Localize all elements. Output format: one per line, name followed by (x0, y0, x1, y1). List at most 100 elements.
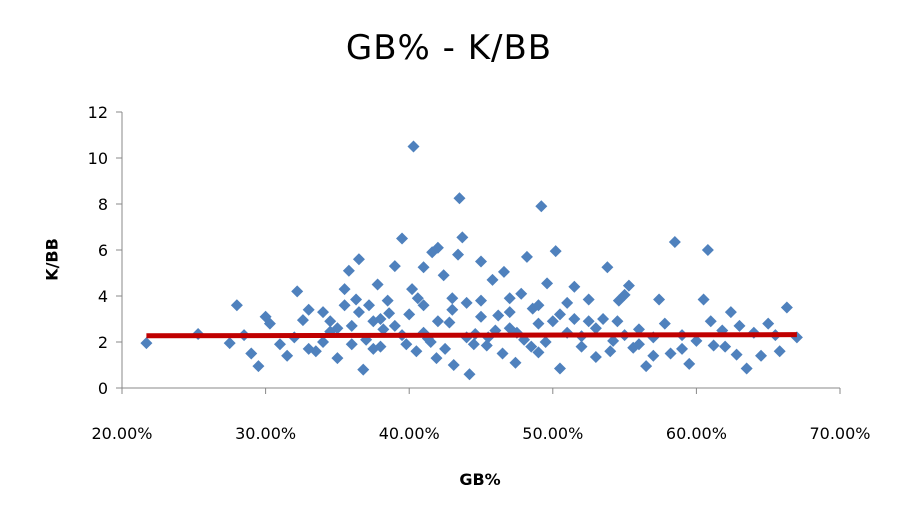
data-point (447, 359, 460, 371)
y-axis-title: K/BB (42, 238, 62, 281)
data-point (431, 241, 444, 254)
data-point (475, 255, 487, 268)
data-point (553, 308, 566, 321)
trendline (146, 332, 797, 339)
data-point (439, 342, 452, 355)
data-point (338, 283, 351, 296)
x-tick-label: 40.00% (379, 424, 440, 443)
data-point (520, 250, 533, 263)
data-point (302, 303, 315, 316)
data-point (568, 313, 581, 325)
y-tick-label: 0 (98, 379, 108, 398)
data-point (733, 319, 746, 332)
data-point (296, 314, 309, 327)
data-point (350, 293, 363, 306)
data-point (424, 336, 437, 348)
data-point (535, 200, 548, 213)
data-point (676, 342, 689, 355)
data-point (496, 347, 509, 360)
data-point (417, 299, 430, 312)
data-point (446, 292, 459, 305)
data-point (291, 285, 304, 298)
data-point (317, 306, 330, 319)
data-point (553, 362, 566, 375)
y-tick-label: 4 (98, 287, 108, 306)
data-point (362, 299, 375, 312)
data-point (653, 293, 666, 306)
y-tick-label: 12 (88, 103, 108, 122)
data-point (546, 315, 559, 328)
data-point (697, 293, 710, 306)
data-point (604, 345, 617, 358)
data-point (755, 349, 768, 362)
data-point (443, 316, 456, 329)
data-point (607, 334, 620, 347)
data-point (403, 308, 416, 321)
data-point (668, 235, 681, 248)
y-tick-label: 8 (98, 195, 108, 214)
y-tick-label: 2 (98, 333, 108, 352)
data-point (503, 306, 516, 319)
data-point (331, 322, 344, 335)
data-point (263, 317, 276, 330)
data-point (532, 299, 545, 312)
x-tick-label: 60.00% (666, 424, 727, 443)
data-point (515, 287, 528, 300)
data-point (140, 337, 153, 350)
data-point (486, 273, 499, 286)
data-point (683, 357, 696, 370)
data-point (456, 231, 469, 244)
data-point (400, 338, 413, 351)
data-point (597, 313, 610, 325)
data-point (342, 264, 355, 277)
x-tick-label: 70.00% (809, 424, 870, 443)
data-point (245, 347, 258, 360)
x-tick-label: 50.00% (522, 424, 583, 443)
data-point (647, 349, 660, 362)
data-point (690, 334, 703, 347)
data-point (463, 368, 476, 381)
data-point (383, 307, 396, 320)
data-point (374, 340, 387, 353)
data-point (367, 315, 380, 328)
data-point (410, 345, 423, 358)
data-point (509, 356, 522, 369)
data-point (352, 253, 365, 266)
data-point (780, 301, 793, 314)
axes: 0 2 4 6 8 10 12 20.00% 30.00% 40.00% 50.00% 60.00% 7… (88, 103, 871, 443)
data-point (406, 283, 419, 296)
data-point (632, 338, 645, 351)
x-axis-title: GB% (459, 470, 501, 489)
data-point (532, 346, 545, 359)
data-point (273, 338, 286, 351)
x-tick-label: 20.00% (91, 424, 152, 443)
data-point (345, 338, 358, 351)
data-point (302, 342, 315, 355)
data-point (525, 340, 538, 353)
data-point (357, 363, 370, 376)
data-point (317, 336, 330, 348)
data-point (460, 296, 473, 309)
data-point (430, 352, 443, 365)
data-point (740, 362, 753, 375)
data-point (589, 322, 602, 335)
data-point (480, 339, 493, 352)
data-point (568, 280, 581, 293)
data-point (324, 315, 337, 328)
data-point (640, 360, 653, 373)
data-point (475, 310, 487, 323)
data-point (230, 299, 243, 312)
data-point (664, 347, 677, 360)
data-point (541, 277, 554, 290)
data-point (452, 248, 465, 261)
data-point (611, 315, 624, 328)
data-point (724, 306, 737, 319)
data-point (396, 232, 409, 245)
data-point (417, 261, 430, 274)
data-point (618, 288, 631, 301)
data-point (658, 317, 671, 330)
data-point (492, 309, 505, 322)
data-point (773, 345, 786, 358)
